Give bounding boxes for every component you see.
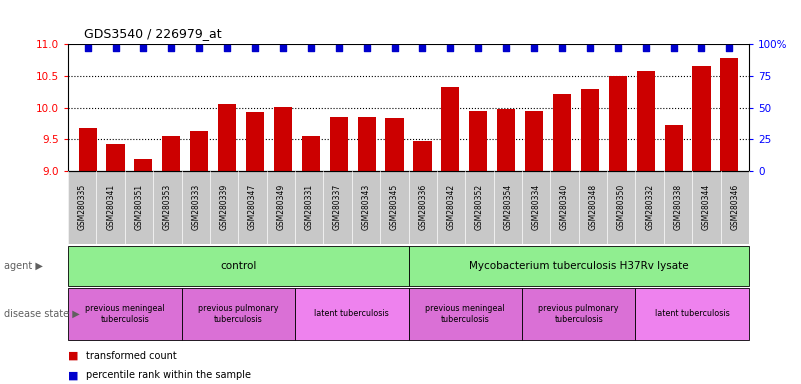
Point — [611, 45, 624, 51]
Point — [81, 45, 94, 51]
Bar — [218, 104, 236, 384]
Point — [304, 45, 317, 51]
Text: GSM280337: GSM280337 — [333, 184, 342, 230]
Bar — [692, 66, 710, 384]
Bar — [413, 141, 432, 384]
Point — [583, 45, 596, 51]
Text: previous meningeal
tuberculosis: previous meningeal tuberculosis — [85, 304, 165, 324]
Text: GSM280351: GSM280351 — [135, 184, 143, 230]
Bar — [163, 136, 180, 384]
Point — [500, 45, 513, 51]
Point — [109, 45, 122, 51]
Bar — [553, 94, 571, 384]
Point — [332, 45, 345, 51]
Text: latent tuberculosis: latent tuberculosis — [315, 310, 389, 318]
Bar — [190, 131, 208, 384]
Bar — [78, 128, 97, 384]
Text: previous pulmonary
tuberculosis: previous pulmonary tuberculosis — [198, 304, 279, 324]
Point — [528, 45, 541, 51]
Bar — [107, 144, 125, 384]
Point — [221, 45, 234, 51]
Text: ■: ■ — [68, 370, 82, 380]
Text: GSM280352: GSM280352 — [475, 184, 484, 230]
Text: GSM280343: GSM280343 — [361, 184, 370, 230]
Text: GSM280334: GSM280334 — [532, 184, 541, 230]
Bar — [330, 117, 348, 384]
Text: GSM280335: GSM280335 — [78, 184, 87, 230]
Point — [193, 45, 206, 51]
Text: GSM280336: GSM280336 — [418, 184, 427, 230]
Text: GSM280354: GSM280354 — [503, 184, 513, 230]
Bar — [246, 112, 264, 384]
Bar — [274, 107, 292, 384]
Bar — [441, 87, 460, 384]
Text: GSM280349: GSM280349 — [276, 184, 285, 230]
Point — [276, 45, 289, 51]
Point — [137, 45, 150, 51]
Text: GSM280332: GSM280332 — [645, 184, 654, 230]
Bar — [581, 89, 599, 384]
Text: disease state ▶: disease state ▶ — [4, 309, 80, 319]
Text: latent tuberculosis: latent tuberculosis — [655, 310, 730, 318]
Point — [667, 45, 680, 51]
Point — [472, 45, 485, 51]
Bar — [525, 111, 543, 384]
Text: GSM280350: GSM280350 — [617, 184, 626, 230]
Bar — [469, 111, 487, 384]
Text: percentile rank within the sample: percentile rank within the sample — [86, 370, 251, 380]
Text: GSM280340: GSM280340 — [560, 184, 569, 230]
Text: GSM280342: GSM280342 — [447, 184, 456, 230]
Bar — [609, 76, 627, 384]
Text: transformed count: transformed count — [86, 351, 176, 361]
Text: GSM280345: GSM280345 — [390, 184, 399, 230]
Text: GSM280348: GSM280348 — [589, 184, 598, 230]
Text: GSM280341: GSM280341 — [107, 184, 115, 230]
Point — [556, 45, 569, 51]
Text: GSM280339: GSM280339 — [219, 184, 228, 230]
Text: GSM280331: GSM280331 — [304, 184, 314, 230]
Point — [165, 45, 178, 51]
Text: agent ▶: agent ▶ — [4, 261, 43, 271]
Text: GSM280338: GSM280338 — [674, 184, 682, 230]
Bar — [135, 159, 152, 384]
Point — [416, 45, 429, 51]
Point — [695, 45, 708, 51]
Point — [723, 45, 736, 51]
Text: GSM280347: GSM280347 — [248, 184, 257, 230]
Point — [639, 45, 652, 51]
Bar — [385, 118, 404, 384]
Point — [360, 45, 373, 51]
Text: previous meningeal
tuberculosis: previous meningeal tuberculosis — [425, 304, 505, 324]
Point — [444, 45, 457, 51]
Text: control: control — [220, 261, 256, 271]
Bar — [637, 71, 654, 384]
Bar — [720, 58, 739, 384]
Text: Mycobacterium tuberculosis H37Rv lysate: Mycobacterium tuberculosis H37Rv lysate — [469, 261, 689, 271]
Point — [248, 45, 261, 51]
Text: previous pulmonary
tuberculosis: previous pulmonary tuberculosis — [538, 304, 619, 324]
Text: GSM280344: GSM280344 — [702, 184, 710, 230]
Bar — [357, 117, 376, 384]
Bar — [665, 125, 682, 384]
Point — [388, 45, 401, 51]
Text: GSM280353: GSM280353 — [163, 184, 172, 230]
Bar — [497, 109, 515, 384]
Text: ■: ■ — [68, 351, 82, 361]
Bar — [302, 136, 320, 384]
Text: GSM280333: GSM280333 — [191, 184, 200, 230]
Text: GDS3540 / 226979_at: GDS3540 / 226979_at — [84, 27, 222, 40]
Text: GSM280346: GSM280346 — [731, 184, 739, 230]
